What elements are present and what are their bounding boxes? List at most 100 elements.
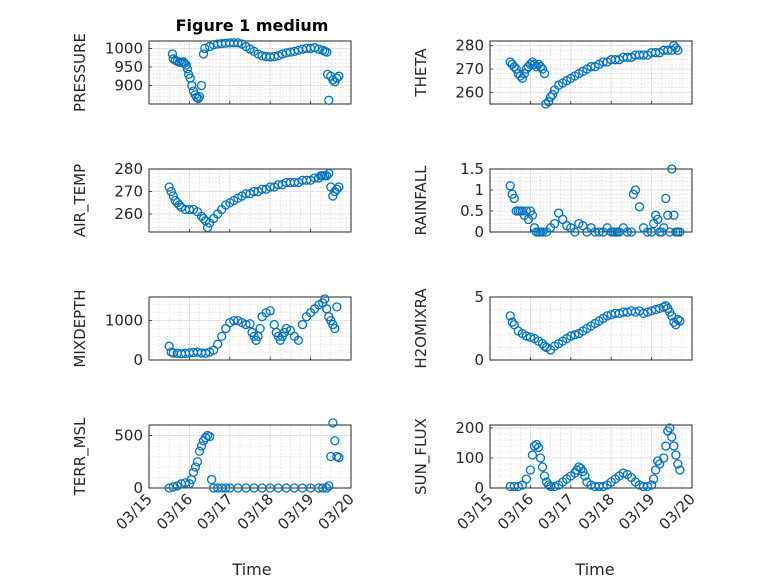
data-point bbox=[602, 311, 612, 321]
subplot-h2omixra: 0 5 H2OMIXRA bbox=[412, 288, 693, 369]
figure-title: Figure 1 medium bbox=[176, 16, 329, 35]
subplot-terr_msl: 0500TERR_MSL03/1503/1603/1703/1803/1903/… bbox=[71, 417, 358, 533]
data-point bbox=[537, 227, 548, 237]
data-point bbox=[580, 471, 590, 481]
data-point bbox=[610, 55, 620, 65]
data-point bbox=[675, 316, 685, 326]
data-point bbox=[509, 62, 519, 72]
x-tick-label: 03/19 bbox=[615, 490, 658, 533]
data-point bbox=[665, 423, 675, 433]
data-point bbox=[289, 177, 300, 188]
data-point bbox=[505, 311, 515, 321]
data-point bbox=[257, 184, 267, 194]
y-tick-label: 100 bbox=[455, 449, 484, 467]
data-point bbox=[241, 319, 251, 330]
data-point bbox=[634, 202, 645, 212]
data-point bbox=[671, 43, 681, 53]
data-point bbox=[598, 57, 608, 67]
x-axis-label-left: Time bbox=[231, 560, 271, 579]
y-tick-label: 260 bbox=[455, 83, 484, 101]
data-point bbox=[626, 227, 637, 237]
data-point bbox=[324, 95, 334, 105]
data-point bbox=[667, 432, 677, 442]
data-point bbox=[659, 302, 669, 312]
data-point bbox=[525, 465, 536, 475]
y-tick-label: 0 bbox=[133, 351, 143, 369]
data-point bbox=[570, 330, 580, 340]
y-tick-label: 1000 bbox=[105, 312, 143, 330]
data-point bbox=[293, 335, 304, 345]
data-point bbox=[598, 481, 608, 492]
data-point bbox=[334, 71, 344, 81]
data-point bbox=[539, 471, 550, 481]
data-point bbox=[196, 80, 207, 91]
data-point bbox=[509, 193, 519, 204]
data-point bbox=[549, 481, 560, 492]
subplot-air_temp: 260 270 280 AIR_TEMP bbox=[71, 160, 352, 237]
data-point bbox=[525, 332, 536, 342]
data-point bbox=[650, 304, 661, 315]
data-point bbox=[245, 319, 255, 329]
y-tick-label: 0 bbox=[133, 479, 143, 497]
data-point bbox=[322, 171, 332, 181]
data-point bbox=[330, 323, 340, 334]
data-point bbox=[638, 50, 649, 60]
data-point bbox=[314, 44, 324, 54]
data-point bbox=[241, 189, 251, 199]
data-point bbox=[188, 467, 199, 477]
data-point bbox=[667, 164, 677, 174]
data-point bbox=[529, 441, 540, 451]
x-tick-label: 03/17 bbox=[193, 490, 236, 533]
y-tick-label: 270 bbox=[455, 60, 484, 78]
subplot-mixdepth: 0 1000 MIXDEPTH bbox=[71, 289, 352, 369]
data-point bbox=[618, 468, 628, 478]
y-tick-label: 5 bbox=[474, 288, 484, 306]
data-point bbox=[543, 97, 554, 107]
data-point bbox=[318, 483, 328, 493]
x-tick-label: 03/18 bbox=[575, 490, 618, 533]
data-point bbox=[521, 331, 532, 341]
subplot-theta: 260 270 280 THETA bbox=[412, 37, 693, 109]
data-point bbox=[265, 306, 275, 316]
data-point bbox=[521, 474, 532, 484]
data-point bbox=[200, 432, 211, 443]
data-point bbox=[659, 453, 669, 463]
y-tick-label: 200 bbox=[455, 419, 484, 437]
data-point bbox=[549, 218, 560, 229]
data-point bbox=[334, 452, 344, 463]
data-point bbox=[204, 431, 215, 442]
x-tick-label: 03/18 bbox=[234, 490, 277, 533]
x-tick-label: 03/19 bbox=[274, 490, 317, 533]
data-point bbox=[200, 43, 210, 54]
data-point bbox=[324, 481, 334, 491]
y-tick-label: 0 bbox=[474, 479, 484, 497]
data-point bbox=[164, 341, 174, 351]
data-point bbox=[179, 58, 190, 68]
data-point bbox=[187, 80, 197, 91]
data-point bbox=[168, 191, 178, 201]
data-point bbox=[646, 480, 657, 490]
data-point bbox=[265, 182, 275, 192]
y-tick-label: 0 bbox=[474, 223, 484, 241]
data-point bbox=[659, 223, 669, 233]
data-point bbox=[527, 450, 538, 460]
y-tick-label: 950 bbox=[114, 58, 143, 76]
y-tick-label: 1000 bbox=[105, 39, 143, 57]
data-point bbox=[535, 453, 546, 463]
data-point bbox=[537, 64, 548, 74]
data-point bbox=[527, 210, 538, 220]
data-point bbox=[541, 99, 551, 109]
data-point bbox=[650, 48, 661, 58]
data-point bbox=[521, 206, 532, 216]
data-point bbox=[513, 481, 523, 492]
data-point bbox=[669, 210, 679, 220]
axes-frame bbox=[148, 40, 352, 105]
axes-frame bbox=[489, 296, 693, 361]
axes-frame bbox=[148, 168, 352, 233]
data-point bbox=[663, 45, 673, 55]
data-point bbox=[673, 459, 683, 469]
data-point bbox=[642, 307, 653, 317]
y-tick-label: 280 bbox=[114, 160, 143, 178]
